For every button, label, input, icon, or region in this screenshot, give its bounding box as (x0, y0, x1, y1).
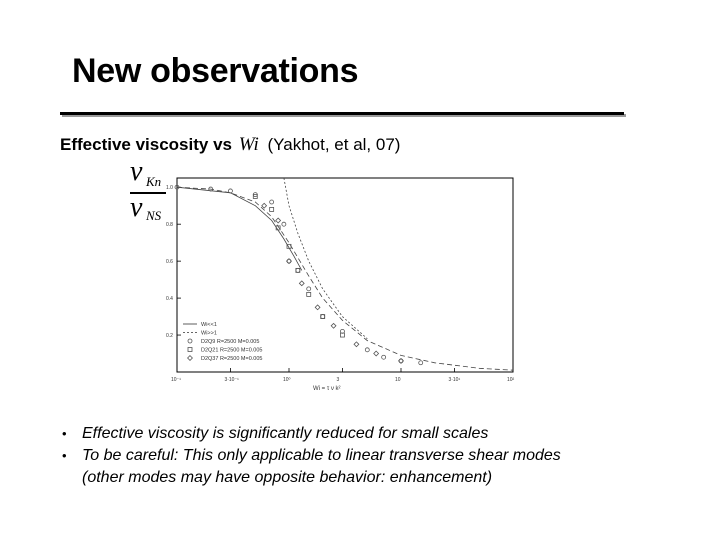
bullet-marker: • (62, 448, 67, 463)
data-point (295, 267, 301, 273)
legend-swatch (187, 347, 193, 352)
subtitle-reference: (Yakhot, et al, 07) (267, 135, 401, 154)
y-tick-label: 1.0 (166, 185, 173, 191)
y-tick-label: 0.6 (166, 259, 173, 265)
data-point (330, 322, 337, 329)
bullet-continuation: (other modes may have opposite behavior:… (82, 469, 493, 486)
y-tick-label: 0.8 (166, 222, 173, 228)
x-tick-label: 10⁰ (283, 377, 291, 383)
subtitle-symbol-wi: Wi (238, 134, 259, 155)
data-point (286, 258, 292, 265)
ratio-fraction-bar (130, 192, 166, 194)
bullet-item-1: • Effective viscosity is significantly r… (62, 423, 561, 445)
data-point (418, 360, 424, 366)
series-line (176, 186, 514, 371)
bullet-marker: • (62, 426, 67, 441)
data-point (373, 350, 380, 357)
data-point (252, 194, 258, 199)
legend-entry: Wi>>1 (201, 331, 217, 337)
x-tick-label: 10 (395, 377, 401, 383)
data-point (275, 217, 282, 224)
viscosity-ratio-label: ν Kn ν NS (128, 156, 168, 224)
bullet-item-2: • To be careful: This only applicable to… (62, 445, 561, 467)
legend-entry: D2Q37 R=2500 M=0.005 (201, 356, 262, 362)
slide-title: New observations (72, 52, 359, 90)
data-point (295, 267, 301, 273)
y-tick-label: 0.2 (166, 333, 173, 339)
data-point (320, 314, 326, 319)
x-tick-label: 10⁻¹ (171, 377, 181, 383)
data-point (228, 188, 233, 194)
series-line (176, 186, 303, 271)
legend-entry: D2Q9 R=2500 M=0.005 (201, 339, 259, 345)
y-tick-label: 0.4 (166, 296, 173, 302)
data-point (306, 292, 312, 297)
plot-frame (176, 177, 514, 373)
data-point (320, 314, 326, 319)
x-tick-label: 3 (336, 377, 339, 383)
ratio-numerator-symbol: ν (130, 156, 143, 187)
data-point (269, 207, 275, 212)
viscosity-chart: 0.2 0.4 0.6 0.8 1.0 10⁻¹ 3·10⁻¹ 10⁰ 3 10 3·10¹ 10² W… (166, 177, 515, 392)
bullet-list: • Effective viscosity is significantly r… (62, 423, 561, 489)
bullet-text-1: Effective viscosity is significantly red… (82, 425, 489, 442)
legend-swatch (187, 355, 193, 361)
data-point (364, 347, 370, 353)
subtitle-text: Effective viscosity vs (60, 135, 232, 154)
data-point (398, 357, 404, 364)
data-point (208, 186, 214, 192)
data-point (306, 286, 312, 292)
x-tick-label: 10² (507, 377, 515, 383)
ratio-denominator-sub: NS (146, 208, 162, 223)
x-tick-label: 3·10⁻¹ (224, 377, 239, 383)
data-point (261, 202, 268, 209)
slide-subtitle: Effective viscosity vs Wi (Yakhot, et al… (60, 134, 400, 156)
data-point (381, 354, 387, 360)
data-point (281, 221, 287, 227)
data-point (298, 280, 305, 287)
data-point (314, 304, 321, 311)
legend-entry: Wi<<1 (201, 322, 217, 328)
data-point (353, 341, 360, 348)
data-point (340, 332, 345, 338)
x-tick-label: 3·10¹ (448, 377, 460, 383)
title-underline (60, 112, 624, 115)
x-axis-label: Wi = τ ν k² (313, 386, 341, 392)
data-point (275, 225, 281, 231)
data-point (269, 199, 275, 205)
series-line (283, 177, 368, 339)
ratio-denominator-symbol: ν (130, 192, 143, 223)
ratio-numerator-sub: Kn (146, 174, 162, 189)
legend-swatch (187, 338, 193, 344)
data-point (174, 184, 180, 190)
bullet-text-2: To be careful: This only applicable to l… (82, 447, 561, 464)
legend-entry: D2Q21 R=2500 M=0.005 (201, 348, 262, 354)
data-point (286, 243, 292, 249)
